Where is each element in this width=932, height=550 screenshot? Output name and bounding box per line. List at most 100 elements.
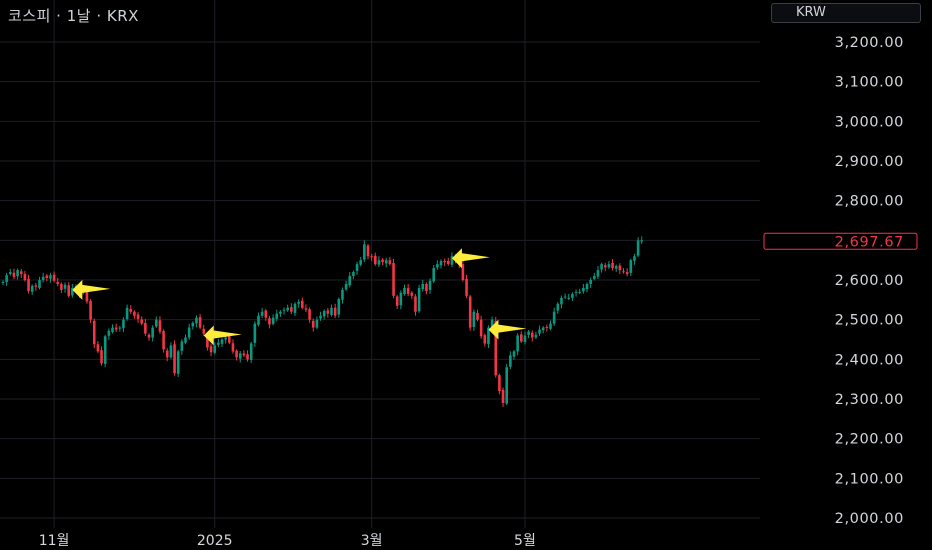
candle-body [129,308,133,312]
price-tick-label: 2,400.00 [835,352,904,368]
candle-body [359,260,362,265]
candle-body [403,287,406,294]
candle-body [100,350,103,364]
candle-body [155,319,158,327]
candle-body [297,301,300,304]
candle-body [523,335,527,343]
candle-body [633,256,636,261]
candle-body [618,265,622,271]
candle-body [56,281,60,284]
candle-body [89,300,92,320]
candle-body [468,296,472,328]
candle-body [560,297,563,305]
candle-body [443,260,446,263]
candle-body [545,327,549,329]
candle-body [282,309,286,311]
candle-body [377,260,381,265]
candle-body [9,272,12,275]
candle-body [12,272,16,277]
candle-body [563,296,567,298]
candle-body [472,311,476,328]
time-tick-label: 5월 [514,533,536,549]
candle-body [596,270,600,277]
candle-body [589,280,592,284]
candle-body [184,337,187,343]
price-tick-label: 2,300.00 [835,392,904,408]
candle-body [5,275,8,282]
candle-body [410,292,414,296]
candle-body [622,271,625,273]
candle-body [406,287,410,294]
candle-body [187,327,191,338]
candle-body [249,343,253,360]
event-marker-arrow[interactable] [451,248,490,269]
price-tick-label: 2,500.00 [835,313,904,329]
candle-body [476,312,479,320]
candle-body [133,311,136,316]
candle-body [242,353,246,356]
candle-body [213,345,216,353]
price-tick-label: 2,800.00 [835,194,904,210]
candle-body [92,320,96,345]
candle-body [447,260,450,265]
candle-body [220,339,224,344]
candle-body [636,240,640,256]
price-tick-label: 2,200.00 [835,432,904,448]
event-marker-arrow[interactable] [203,325,242,346]
candle-body [19,271,23,275]
candle-body [238,353,242,359]
candle-body [585,283,589,290]
candle-body [549,323,552,329]
candle-body [202,328,206,334]
candle-body [246,354,249,360]
candle-body [483,335,487,344]
candle-body [505,367,508,404]
candle-body [279,311,282,314]
candle-body [629,260,633,273]
candle-body [567,297,571,299]
price-tick-label: 3,100.00 [835,75,904,91]
candle-body [414,296,417,312]
candle-body [395,296,399,306]
candle-body [228,336,231,343]
candle-body [582,287,585,292]
candle-body [574,291,578,293]
event-marker-arrow[interactable] [488,319,527,340]
candle-body [450,256,454,265]
candle-body [541,327,545,331]
candle-body [286,307,289,311]
candle-body [534,334,538,338]
candle-body [344,283,348,290]
candle-body [494,320,498,376]
candle-body [191,322,195,327]
candle-body [180,341,184,351]
candle-body [71,287,74,296]
candle-body [85,290,89,302]
price-tick-label: 2,100.00 [835,471,904,487]
candle-body [118,327,122,329]
candle-body [60,283,63,290]
candle-body [125,307,129,320]
candle-body [162,330,165,350]
price-axis[interactable]: 2,000.00 2,100.00 2,200.00 2,300.00 2,400.00… [835,35,904,527]
candle-body [304,308,308,310]
event-marker-arrow[interactable] [72,279,111,300]
time-tick-label: 11월 [39,533,70,549]
candle-body [264,310,268,318]
candle-body [173,344,176,374]
candle-body [421,283,425,290]
time-axis[interactable]: 11월 2025 3월 5월 [39,533,536,549]
last-price-value: 2,697.67 [835,234,904,250]
candle-body [257,315,260,325]
candle-body [268,318,271,325]
candle-body [392,262,395,296]
candlestick-series [1,236,644,407]
candle-body [388,260,392,265]
candle-body [436,264,439,268]
candle-body [147,334,151,338]
currency-button[interactable]: KRW [771,3,921,23]
candle-body [1,281,5,283]
candle-body [611,262,614,269]
candle-body [425,283,428,292]
